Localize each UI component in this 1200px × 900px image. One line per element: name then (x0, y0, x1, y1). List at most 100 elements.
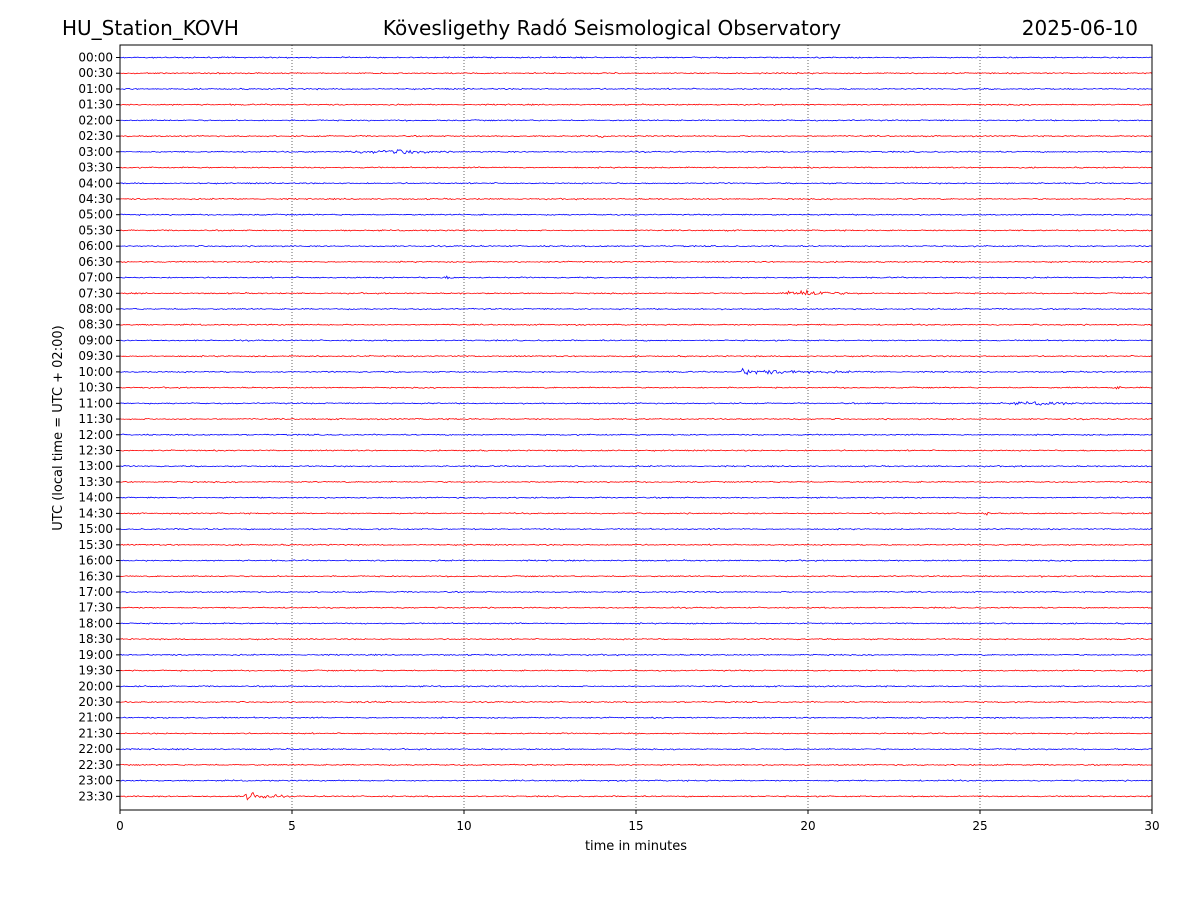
trace-1600 (119, 559, 1153, 562)
y-tick-label: 21:30 (78, 726, 113, 740)
y-tick-label: 09:30 (78, 349, 113, 363)
trace-1630 (119, 574, 1153, 578)
trace-0630 (119, 260, 1153, 264)
x-axis-label: time in minutes (585, 839, 687, 854)
trace-2330 (119, 791, 1153, 801)
trace-0930 (119, 354, 1153, 358)
x-tick-label: 0 (116, 819, 124, 833)
plot-frame (119, 44, 1153, 811)
y-tick-label: 10:00 (78, 365, 113, 379)
y-tick-label: 06:30 (78, 255, 113, 269)
y-tick-label: 14:00 (78, 491, 113, 505)
y-tick-label: 15:30 (78, 538, 113, 552)
trace-0200 (119, 119, 1153, 122)
trace-2230 (119, 763, 1153, 767)
y-tick-label: 09:00 (78, 333, 113, 347)
trace-1700 (119, 590, 1153, 594)
trace-1800 (119, 622, 1153, 625)
trace-1430 (119, 511, 1153, 516)
trace-0700 (119, 275, 1153, 280)
trace-0730 (119, 288, 1153, 296)
y-tick-label: 16:30 (78, 569, 113, 583)
y-tick-label: 21:00 (78, 711, 113, 725)
y-tick-label: 14:30 (78, 506, 113, 520)
y-tick-label: 04:00 (78, 176, 113, 190)
trace-1530 (119, 543, 1153, 547)
trace-1030 (119, 385, 1153, 390)
y-tick-label: 13:30 (78, 475, 113, 489)
y-tick-label: 20:00 (78, 679, 113, 693)
x-tick-label: 15 (628, 819, 643, 833)
y-tick-label: 11:00 (78, 396, 113, 410)
y-tick-label: 11:30 (78, 412, 113, 426)
y-tick-label: 12:00 (78, 428, 113, 442)
y-tick-label: 17:00 (78, 585, 113, 599)
trace-1830 (119, 637, 1153, 641)
y-tick-label: 13:00 (78, 459, 113, 473)
y-tick-label: 15:00 (78, 522, 113, 536)
trace-1330 (119, 480, 1153, 484)
trace-1900 (119, 652, 1153, 657)
y-tick-label: 20:30 (78, 695, 113, 709)
trace-1300 (119, 464, 1153, 468)
trace-2030 (119, 700, 1153, 704)
y-tick-label: 10:30 (78, 381, 113, 395)
seismic-traces (119, 56, 1153, 801)
trace-0300 (119, 149, 1153, 155)
y-tick-label: 02:00 (78, 113, 113, 127)
y-tick-label: 18:00 (78, 616, 113, 630)
y-tick-label: 08:30 (78, 318, 113, 332)
trace-1230 (119, 449, 1153, 452)
y-tick-label: 05:00 (78, 208, 113, 222)
y-tick-label: 00:30 (78, 66, 113, 80)
x-tick-label: 20 (800, 819, 815, 833)
trace-1500 (119, 527, 1153, 531)
trace-0430 (119, 197, 1153, 201)
chart-date: 2025-06-10 (1022, 16, 1138, 40)
trace-0600 (119, 244, 1153, 248)
y-tick-label: 18:30 (78, 632, 113, 646)
x-tick-label: 10 (456, 819, 471, 833)
y-tick-label: 00:00 (78, 51, 113, 65)
trace-1200 (119, 433, 1153, 437)
trace-1930 (119, 669, 1153, 673)
trace-2130 (119, 732, 1153, 735)
trace-0030 (119, 71, 1153, 75)
trace-0830 (119, 323, 1153, 327)
y-tick-label: 03:00 (78, 145, 113, 159)
y-tick-label: 07:00 (78, 271, 113, 285)
y-tick-label: 08:00 (78, 302, 113, 316)
y-axis-label: UTC (local time = UTC + 02:00) (51, 325, 66, 530)
y-tick-label: 17:30 (78, 601, 113, 615)
y-tick-label: 07:30 (78, 286, 113, 300)
trace-2100 (119, 716, 1153, 720)
trace-2000 (119, 685, 1153, 688)
trace-1400 (119, 496, 1153, 499)
y-tick-label: 19:30 (78, 664, 113, 678)
y-tick-label: 06:00 (78, 239, 113, 253)
trace-0900 (119, 339, 1153, 342)
trace-1730 (119, 606, 1153, 609)
trace-0130 (119, 103, 1153, 107)
y-tick-label: 12:30 (78, 444, 113, 458)
x-tick-label: 25 (972, 819, 987, 833)
trace-0800 (119, 307, 1153, 311)
y-tick-label: 01:30 (78, 98, 113, 112)
y-tick-label: 19:00 (78, 648, 113, 662)
trace-0500 (119, 213, 1153, 217)
trace-0230 (119, 134, 1153, 138)
y-tick-label: 23:30 (78, 789, 113, 803)
y-tick-label: 23:00 (78, 774, 113, 788)
trace-2300 (119, 779, 1153, 782)
y-tick-label: 05:30 (78, 223, 113, 237)
y-tick-label: 16:00 (78, 554, 113, 568)
trace-0400 (119, 181, 1153, 185)
x-axis-ticks: 0 5 10 15 20 25 30 (116, 810, 1160, 833)
y-tick-label: 01:00 (78, 82, 113, 96)
trace-0100 (119, 87, 1153, 91)
x-tick-label: 30 (1144, 819, 1159, 833)
trace-2200 (119, 747, 1153, 751)
trace-0530 (119, 229, 1153, 232)
trace-0000 (119, 56, 1153, 59)
